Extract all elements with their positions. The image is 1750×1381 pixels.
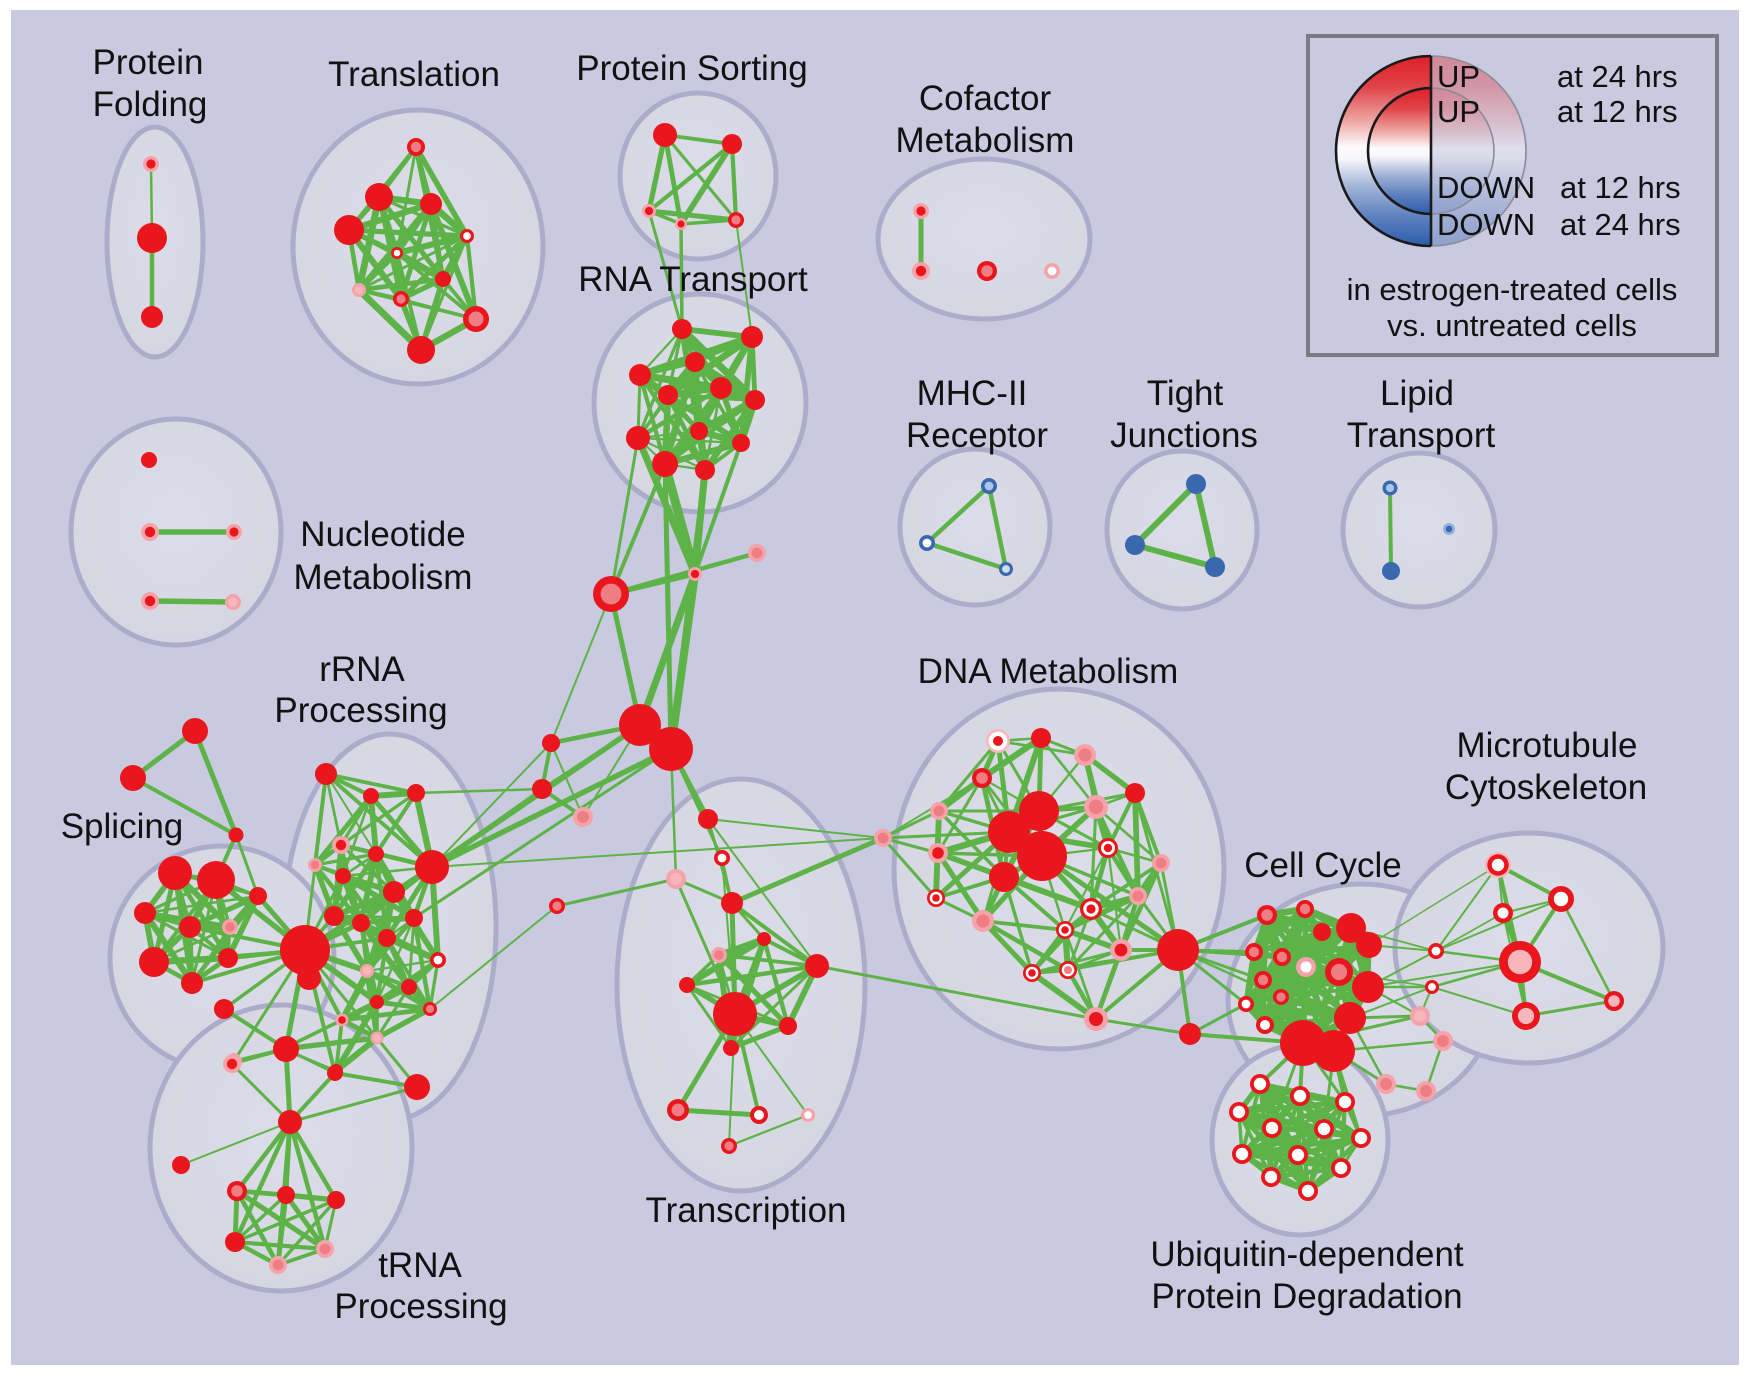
svg-text:Metabolism: Metabolism <box>294 558 473 597</box>
svg-text:Processing: Processing <box>334 1287 507 1326</box>
svg-text:at 24 hrs: at 24 hrs <box>1560 207 1681 242</box>
svg-text:UP: UP <box>1437 59 1480 94</box>
svg-text:Translation: Translation <box>328 55 500 94</box>
svg-text:Lipid: Lipid <box>1380 374 1454 413</box>
svg-text:Cell Cycle: Cell Cycle <box>1244 846 1402 885</box>
svg-text:Transport: Transport <box>1347 416 1496 455</box>
svg-text:Processing: Processing <box>274 691 447 730</box>
svg-text:Cofactor: Cofactor <box>919 79 1052 118</box>
svg-text:Ubiquitin-dependent: Ubiquitin-dependent <box>1150 1235 1464 1274</box>
svg-text:Folding: Folding <box>93 85 208 124</box>
svg-text:Protein Sorting: Protein Sorting <box>576 49 808 88</box>
svg-text:vs. untreated cells: vs. untreated cells <box>1387 308 1637 343</box>
svg-text:MHC-II: MHC-II <box>917 374 1028 413</box>
svg-text:in estrogen-treated cells: in estrogen-treated cells <box>1347 272 1678 307</box>
svg-text:Tight: Tight <box>1147 374 1224 413</box>
svg-text:at 24 hrs: at 24 hrs <box>1557 59 1678 94</box>
svg-text:Metabolism: Metabolism <box>896 121 1075 160</box>
svg-text:UP: UP <box>1437 94 1480 129</box>
svg-text:Cytoskeleton: Cytoskeleton <box>1445 768 1647 807</box>
svg-text:Junctions: Junctions <box>1110 416 1258 455</box>
svg-text:Nucleotide: Nucleotide <box>300 515 465 554</box>
svg-text:Microtubule: Microtubule <box>1457 726 1638 765</box>
svg-text:RNA Transport: RNA Transport <box>578 260 808 299</box>
svg-text:Protein: Protein <box>93 43 204 82</box>
svg-text:at 12 hrs: at 12 hrs <box>1557 94 1678 129</box>
svg-text:Transcription: Transcription <box>646 1191 847 1230</box>
svg-text:at 12 hrs: at 12 hrs <box>1560 170 1681 205</box>
svg-text:Receptor: Receptor <box>906 416 1048 455</box>
svg-text:DOWN: DOWN <box>1437 170 1535 205</box>
svg-text:Protein Degradation: Protein Degradation <box>1151 1277 1462 1316</box>
svg-text:DOWN: DOWN <box>1437 207 1535 242</box>
svg-text:DNA Metabolism: DNA Metabolism <box>918 652 1179 691</box>
svg-text:tRNA: tRNA <box>378 1246 462 1285</box>
svg-text:Splicing: Splicing <box>61 807 184 846</box>
svg-text:rRNA: rRNA <box>319 650 405 689</box>
